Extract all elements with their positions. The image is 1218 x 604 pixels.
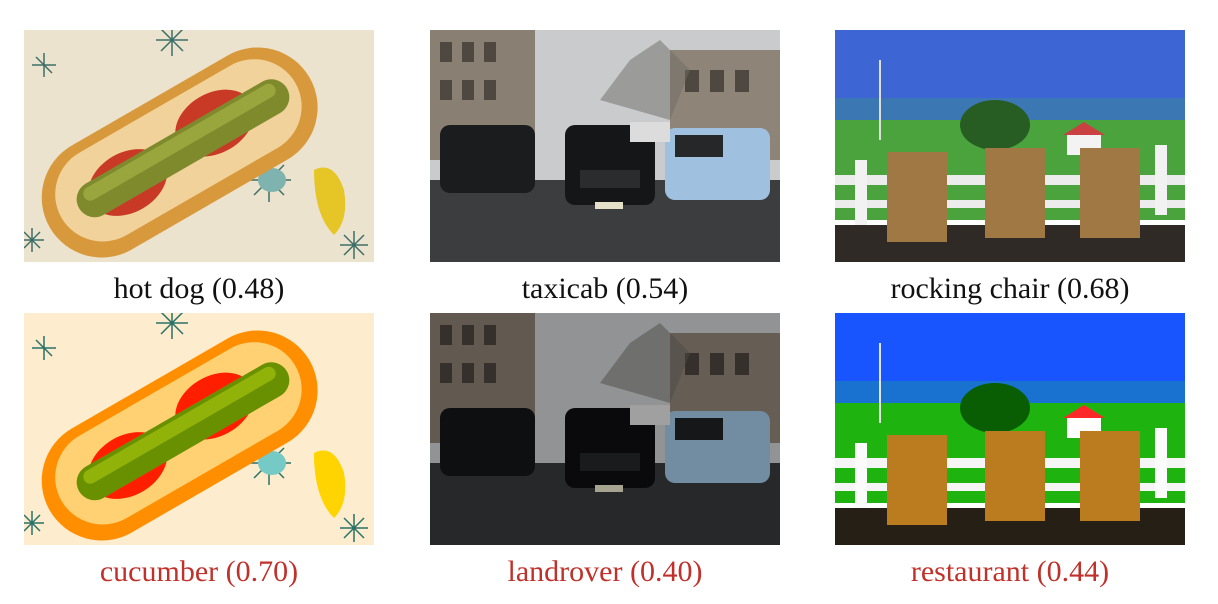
taxicab-photo — [430, 30, 780, 262]
rocking-chair-perturbed-photo — [835, 313, 1185, 545]
caption-restaurant: restaurant (0.44) — [910, 555, 1110, 588]
caption-landrover: landrover (0.40) — [507, 555, 703, 588]
rocking-chair-photo — [835, 30, 1185, 262]
hotdog-perturbed-photo — [24, 313, 374, 545]
caption-cucumber: cucumber (0.70) — [99, 555, 299, 588]
caption-taxicab: taxicab (0.54) — [521, 272, 689, 305]
taxicab-perturbed-photo — [430, 313, 780, 545]
caption-rocking-chair: rocking chair (0.68) — [890, 272, 1130, 305]
caption-hotdog: hot dog (0.48) — [113, 272, 285, 305]
hotdog-photo — [24, 30, 374, 262]
